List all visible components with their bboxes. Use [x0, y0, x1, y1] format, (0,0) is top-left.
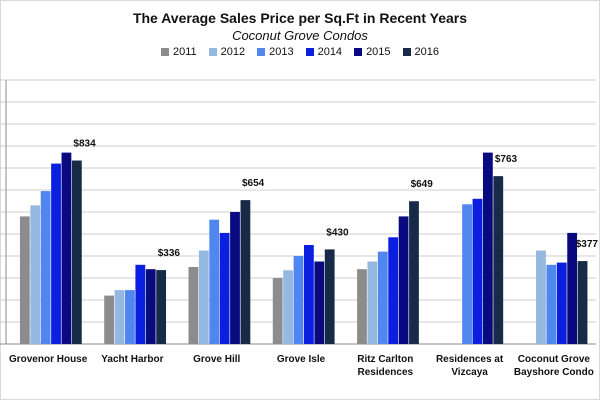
bar-2011-4	[357, 269, 367, 344]
bar-2013-1	[125, 290, 135, 344]
data-label: $834	[73, 139, 96, 150]
bar-2015-0	[61, 152, 72, 344]
legend-label: 2014	[317, 46, 343, 58]
bar-2014-6	[556, 262, 567, 344]
legend-swatch	[402, 48, 411, 56]
chart-title: The Average Sales Price per Sq.Ft in Rec…	[132, 10, 468, 26]
legend-label: 2016	[414, 46, 440, 58]
bar-2016-5	[493, 176, 504, 344]
category-label: Vizcaya	[451, 367, 488, 378]
data-label: $763	[495, 154, 518, 165]
bar-2016-6	[577, 261, 588, 344]
bar-2014-0	[51, 163, 61, 344]
bar-2011-1	[104, 295, 115, 344]
bar-2016-3	[324, 249, 335, 344]
bar-2013-2	[209, 219, 220, 344]
legend-swatch	[305, 48, 314, 56]
legend-item-2014: 2014	[305, 46, 343, 58]
bar-2013-0	[40, 191, 51, 344]
legend-swatch	[208, 48, 217, 56]
bar-2014-5	[472, 198, 483, 344]
bar-2011-2	[188, 267, 199, 344]
bar-2015-3	[314, 261, 325, 344]
legend-item-2015: 2015	[354, 46, 391, 58]
legend-label: 2013	[269, 46, 294, 58]
category-label: Bayshore Condo	[514, 367, 594, 378]
bar-2013-6	[546, 264, 557, 344]
bar-2015-5	[482, 152, 493, 344]
legend-label: 2012	[220, 46, 246, 58]
category-label: Residences	[357, 367, 413, 378]
bar-2015-2	[230, 212, 240, 344]
bar-2011-3	[272, 278, 283, 344]
legend-item-2012: 2012	[208, 46, 246, 58]
legend-item-2011: 2011	[160, 46, 197, 58]
legend-swatch	[354, 48, 363, 56]
category-label: Grove Isle	[277, 354, 326, 365]
chart-legend: 2011 2012 2013 2014 2015 2016	[0, 46, 600, 58]
bar-2012-6	[536, 250, 546, 344]
category-label: Yacht Harbor	[101, 354, 163, 365]
legend-item-2013: 2013	[257, 46, 294, 58]
bar-2015-6	[567, 232, 578, 344]
bar-2012-0	[30, 205, 41, 344]
bar-2012-4	[367, 261, 378, 344]
category-label: Ritz Carlton	[357, 354, 413, 365]
bar-2013-5	[462, 204, 472, 344]
bar-2014-2	[219, 232, 230, 344]
bar-2016-0	[71, 160, 82, 344]
legend-swatch	[160, 48, 169, 56]
category-label: Grove Hill	[193, 354, 240, 365]
bar-2013-3	[293, 256, 304, 344]
legend-swatch	[257, 48, 266, 56]
data-label: $430	[326, 227, 349, 238]
category-label: Grovenor House	[9, 354, 88, 365]
bar-2012-1	[114, 290, 125, 344]
data-label: $654	[242, 178, 265, 189]
bar-2012-2	[198, 250, 209, 344]
legend-item-2016: 2016	[402, 46, 440, 58]
bar-2016-1	[156, 270, 167, 344]
bar-2014-1	[135, 264, 146, 344]
legend-label: 2015	[366, 46, 391, 58]
bar-2015-1	[145, 269, 156, 344]
bar-2013-4	[377, 251, 388, 344]
category-label: Coconut Grove	[518, 354, 591, 365]
data-label: $649	[411, 179, 434, 190]
bar-2011-0	[19, 216, 30, 344]
chart-subtitle: Coconut Grove Condos	[232, 28, 368, 43]
data-label: $377	[576, 239, 599, 250]
bar-2016-2	[240, 200, 251, 344]
bar-2012-3	[283, 270, 293, 344]
legend-label: 2011	[172, 46, 197, 58]
bar-2015-4	[398, 216, 409, 344]
data-label: $336	[158, 248, 181, 259]
category-label: Residences at	[436, 354, 504, 365]
bar-2016-4	[409, 201, 419, 344]
bar-2014-3	[304, 245, 314, 344]
bar-2014-4	[388, 237, 399, 344]
